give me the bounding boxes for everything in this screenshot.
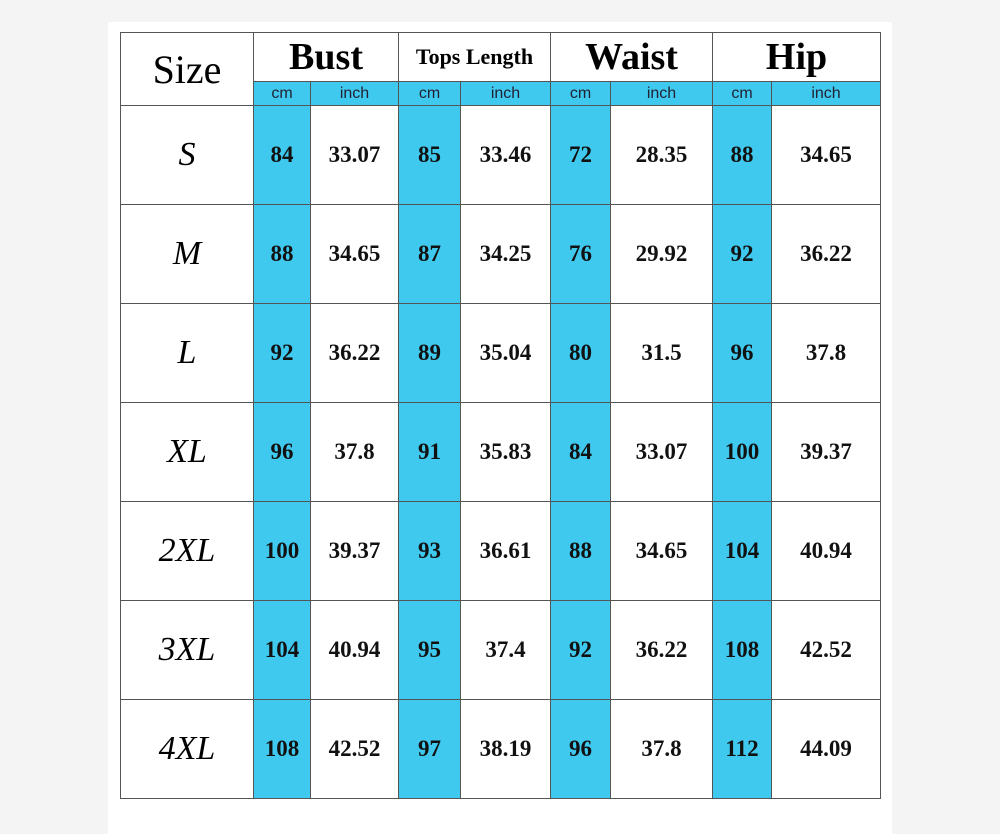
- val-cell: 92: [550, 600, 612, 700]
- val-cell: 104: [712, 501, 773, 601]
- data-row: 2XL 100 39.37 93 36.61 88 34.65 104 40.94: [120, 501, 882, 601]
- data-row: 4XL 108 42.52 97 38.19 96 37.8 112 44.09: [120, 699, 882, 799]
- size-cell: L: [120, 303, 254, 403]
- val-cell: 80: [550, 303, 612, 403]
- val-cell: 44.09: [771, 699, 882, 799]
- val-cell: 87: [398, 204, 462, 304]
- val-cell: 37.4: [460, 600, 552, 700]
- val-cell: 93: [398, 501, 462, 601]
- val-cell: 85: [398, 105, 462, 205]
- group-cell: Hip: [712, 32, 882, 82]
- group-cell: Bust: [252, 32, 400, 82]
- val-cell: 112: [712, 699, 773, 799]
- unit-cell: inch: [610, 81, 714, 106]
- val-cell: 108: [253, 699, 311, 799]
- val-cell: 35.04: [460, 303, 552, 403]
- val-cell: 104: [253, 600, 311, 700]
- val-cell: 97: [398, 699, 462, 799]
- val-cell: 34.65: [309, 204, 400, 304]
- val-cell: 33.07: [610, 402, 714, 502]
- val-cell: 92: [712, 204, 773, 304]
- val-cell: 84: [253, 105, 311, 205]
- val-cell: 108: [712, 600, 773, 700]
- val-cell: 37.8: [771, 303, 882, 403]
- data-row: L 92 36.22 89 35.04 80 31.5 96 37.8: [120, 303, 882, 403]
- val-cell: 34.65: [610, 501, 714, 601]
- val-cell: 36.22: [309, 303, 400, 403]
- data-row: M 88 34.65 87 34.25 76 29.92 92 36.22: [120, 204, 882, 304]
- val-cell: 34.25: [460, 204, 552, 304]
- size-cell: 4XL: [120, 699, 254, 799]
- unit-cell: inch: [460, 81, 552, 106]
- val-cell: 28.35: [610, 105, 714, 205]
- val-cell: 35.83: [460, 402, 552, 502]
- val-cell: 33.46: [460, 105, 552, 205]
- val-cell: 89: [398, 303, 462, 403]
- data-row: S 84 33.07 85 33.46 72 28.35 88 34.65: [120, 105, 882, 205]
- header-row: Size Bust Tops Length Waist Hip: [120, 32, 882, 106]
- val-cell: 37.8: [610, 699, 714, 799]
- val-cell: 92: [253, 303, 311, 403]
- group-cell: Tops Length: [398, 32, 552, 82]
- unit-cell: cm: [398, 81, 462, 106]
- data-row: 3XL 104 40.94 95 37.4 92 36.22 108 42.52: [120, 600, 882, 700]
- val-cell: 100: [712, 402, 773, 502]
- data-row: XL 96 37.8 91 35.83 84 33.07 100 39.37: [120, 402, 882, 502]
- val-cell: 38.19: [460, 699, 552, 799]
- val-cell: 37.8: [309, 402, 400, 502]
- val-cell: 91: [398, 402, 462, 502]
- val-cell: 40.94: [771, 501, 882, 601]
- group-cell: Waist: [550, 32, 714, 82]
- unit-row: cm inch cm inch cm inch cm inch: [121, 81, 882, 106]
- val-cell: 42.52: [771, 600, 882, 700]
- size-cell: S: [120, 105, 254, 205]
- val-cell: 72: [550, 105, 612, 205]
- size-cell: XL: [120, 402, 254, 502]
- size-cell: M: [120, 204, 254, 304]
- size-cell: 2XL: [120, 501, 254, 601]
- val-cell: 42.52: [309, 699, 400, 799]
- val-cell: 100: [253, 501, 311, 601]
- unit-cell: cm: [550, 81, 612, 106]
- size-table: Size Bust Tops Length Waist Hip cm inch cm inch c…: [120, 32, 882, 799]
- val-cell: 33.07: [309, 105, 400, 205]
- val-cell: 36.61: [460, 501, 552, 601]
- val-cell: 40.94: [309, 600, 400, 700]
- val-cell: 96: [550, 699, 612, 799]
- val-cell: 36.22: [610, 600, 714, 700]
- val-cell: 39.37: [309, 501, 400, 601]
- val-cell: 88: [712, 105, 773, 205]
- val-cell: 88: [550, 501, 612, 601]
- unit-cell: cm: [712, 81, 773, 106]
- val-cell: 88: [253, 204, 311, 304]
- val-cell: 96: [712, 303, 773, 403]
- val-cell: 36.22: [771, 204, 882, 304]
- val-cell: 96: [253, 402, 311, 502]
- val-cell: 76: [550, 204, 612, 304]
- size-h-cell: Size: [120, 32, 254, 106]
- val-cell: 34.65: [771, 105, 882, 205]
- val-cell: 31.5: [610, 303, 714, 403]
- val-cell: 39.37: [771, 402, 882, 502]
- val-cell: 84: [550, 402, 612, 502]
- unit-cell: cm: [253, 81, 311, 106]
- val-cell: 95: [398, 600, 462, 700]
- unit-cell: inch: [771, 81, 882, 106]
- size-cell: 3XL: [120, 600, 254, 700]
- val-cell: 29.92: [610, 204, 714, 304]
- unit-cell: inch: [309, 81, 400, 106]
